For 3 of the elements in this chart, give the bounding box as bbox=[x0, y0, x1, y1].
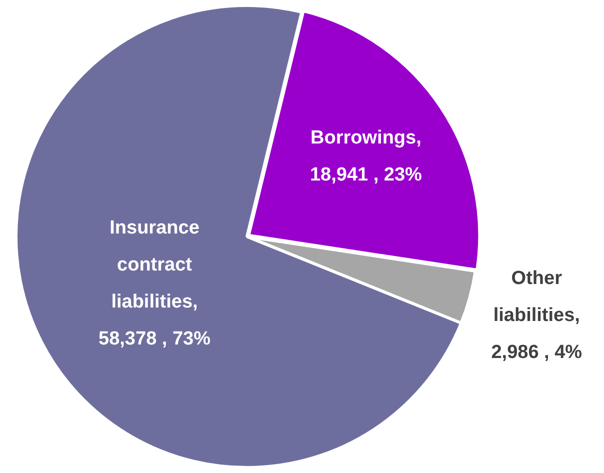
slice-label: Other liabilities, 2,986 , 4% bbox=[491, 268, 582, 364]
slice-label: Borrowings, 18,941 , 23% bbox=[310, 127, 422, 186]
slice-label: Insurance contract liabilities, 58,378 , 73% bbox=[98, 218, 211, 350]
